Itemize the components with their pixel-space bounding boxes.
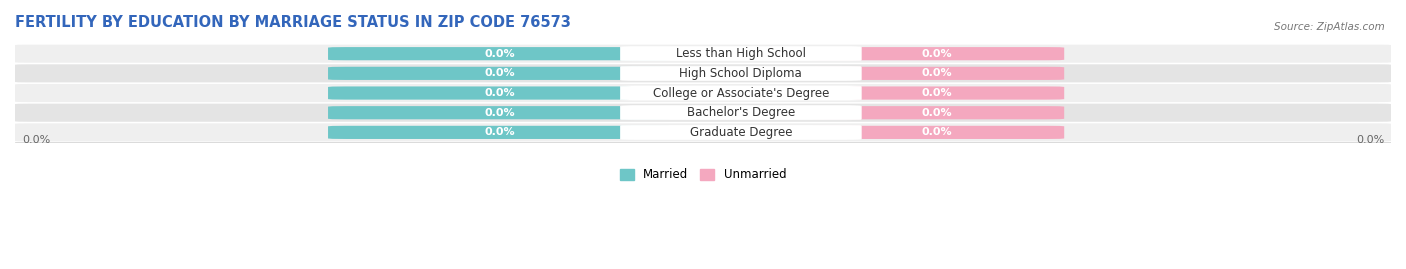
Legend: Married, Unmarried: Married, Unmarried [614, 164, 792, 186]
FancyBboxPatch shape [328, 47, 672, 60]
FancyBboxPatch shape [328, 126, 672, 139]
Text: 0.0%: 0.0% [485, 108, 516, 118]
FancyBboxPatch shape [620, 47, 862, 61]
Text: 0.0%: 0.0% [485, 88, 516, 98]
Text: College or Associate's Degree: College or Associate's Degree [652, 87, 830, 100]
FancyBboxPatch shape [810, 86, 1064, 100]
FancyBboxPatch shape [620, 125, 862, 139]
FancyBboxPatch shape [328, 106, 672, 119]
Text: High School Diploma: High School Diploma [679, 67, 803, 80]
FancyBboxPatch shape [15, 104, 1391, 122]
Text: 0.0%: 0.0% [921, 68, 952, 78]
Text: 0.0%: 0.0% [921, 88, 952, 98]
Text: Source: ZipAtlas.com: Source: ZipAtlas.com [1274, 22, 1385, 31]
FancyBboxPatch shape [620, 106, 862, 120]
FancyBboxPatch shape [810, 126, 1064, 139]
Text: 0.0%: 0.0% [485, 49, 516, 59]
FancyBboxPatch shape [15, 64, 1391, 82]
Text: 0.0%: 0.0% [921, 49, 952, 59]
Text: 0.0%: 0.0% [22, 134, 51, 144]
Text: 0.0%: 0.0% [485, 68, 516, 78]
FancyBboxPatch shape [620, 86, 862, 100]
FancyBboxPatch shape [810, 106, 1064, 119]
Text: 0.0%: 0.0% [921, 108, 952, 118]
Text: 0.0%: 0.0% [1355, 134, 1384, 144]
FancyBboxPatch shape [15, 123, 1391, 141]
FancyBboxPatch shape [328, 67, 672, 80]
FancyBboxPatch shape [810, 67, 1064, 80]
FancyBboxPatch shape [15, 45, 1391, 63]
FancyBboxPatch shape [620, 66, 862, 80]
FancyBboxPatch shape [15, 84, 1391, 102]
Text: Graduate Degree: Graduate Degree [689, 126, 792, 139]
Text: 0.0%: 0.0% [485, 128, 516, 137]
Text: Bachelor's Degree: Bachelor's Degree [686, 106, 794, 119]
FancyBboxPatch shape [810, 47, 1064, 60]
Text: Less than High School: Less than High School [676, 47, 806, 60]
Text: FERTILITY BY EDUCATION BY MARRIAGE STATUS IN ZIP CODE 76573: FERTILITY BY EDUCATION BY MARRIAGE STATU… [15, 15, 571, 30]
FancyBboxPatch shape [328, 86, 672, 100]
Text: 0.0%: 0.0% [921, 128, 952, 137]
